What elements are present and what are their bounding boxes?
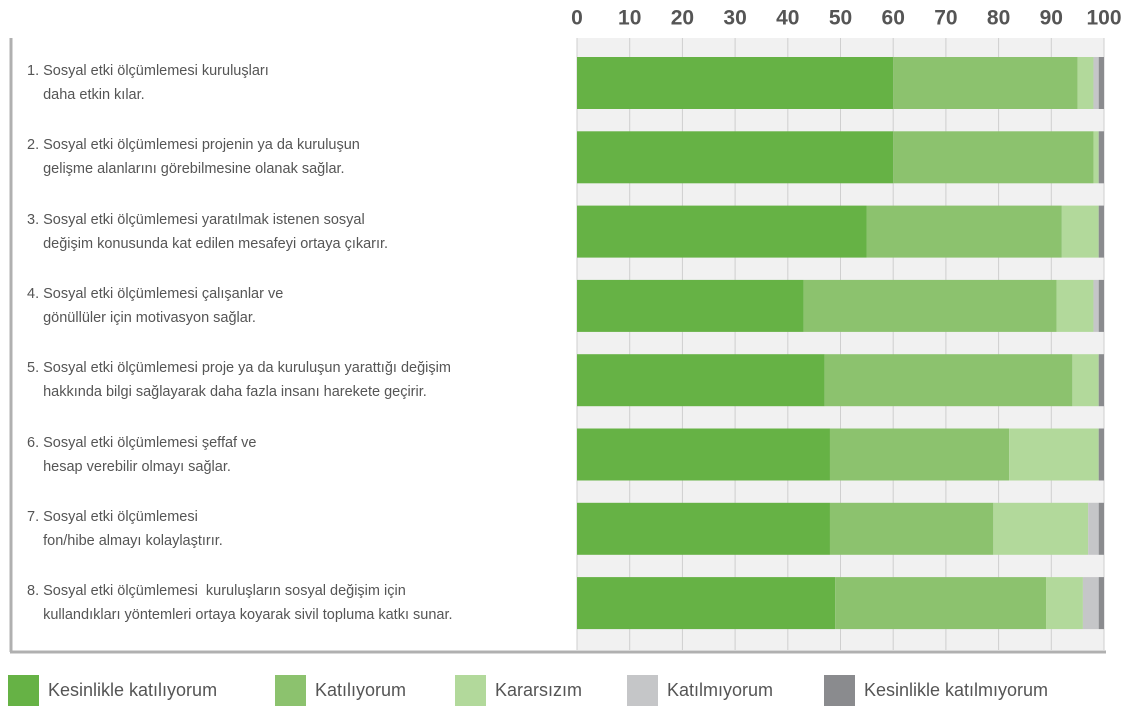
category-label: 5. Sosyal etki ölçümlemesi proje ya da k… xyxy=(27,360,451,401)
x-tick-label: 60 xyxy=(882,7,905,30)
legend-swatch xyxy=(824,675,855,706)
category-label: 2. Sosyal etki ölçümlemesi projenin ya d… xyxy=(27,137,360,178)
x-tick-label: 0 xyxy=(571,7,583,30)
category-label: 3. Sosyal etki ölçümlemesi yaratılmak is… xyxy=(27,211,389,252)
bar-segment xyxy=(1098,428,1104,481)
bar-segment xyxy=(1098,354,1104,407)
x-tick-label: 90 xyxy=(1040,7,1063,30)
bar-segment xyxy=(1098,131,1104,184)
bar-segment xyxy=(577,57,894,109)
bar-segment xyxy=(577,428,830,481)
bar-segment xyxy=(824,354,1073,407)
bar-segment xyxy=(1046,577,1083,630)
legend-label: Kesinlikle katılıyorum xyxy=(48,680,217,700)
bar-segment xyxy=(829,502,994,555)
x-tick-label: 20 xyxy=(671,7,694,30)
legend-swatch xyxy=(275,675,306,706)
category-label: 7. Sosyal etki ölçümlemesi fon/hibe alma… xyxy=(27,508,223,549)
bar-segment xyxy=(835,577,1047,630)
bar-segment xyxy=(1098,205,1104,258)
x-tick-label: 10 xyxy=(618,7,641,30)
bar-segment xyxy=(1077,57,1094,109)
bar-segment xyxy=(577,205,867,258)
category-label: 4. Sosyal etki ölçümlemesi çalışanlar ve… xyxy=(27,285,284,326)
bar-segment xyxy=(577,577,836,630)
legend-label: Katılıyorum xyxy=(315,680,406,700)
bar-segment xyxy=(1098,577,1104,630)
bar-segment xyxy=(893,57,1078,109)
bar-segment xyxy=(993,502,1089,555)
legend-label: Kesinlikle katılmıyorum xyxy=(864,680,1048,700)
bar-segment xyxy=(1093,279,1099,332)
x-tick-label: 30 xyxy=(723,7,746,30)
x-tick-label: 100 xyxy=(1086,7,1121,30)
bar-segment xyxy=(829,428,1010,481)
bar-segment xyxy=(1009,428,1099,481)
bar-segment xyxy=(1061,205,1099,258)
bar-segment xyxy=(1093,131,1099,184)
bar-segment xyxy=(1088,502,1099,555)
bar-segment xyxy=(1098,57,1104,109)
bar-segment xyxy=(577,354,825,407)
bar-segment xyxy=(1093,57,1099,109)
legend-swatch xyxy=(8,675,39,706)
legend-label: Kararsızım xyxy=(495,680,582,700)
x-tick-label: 70 xyxy=(934,7,957,30)
x-tick-label: 50 xyxy=(829,7,852,30)
category-label: 1. Sosyal etki ölçümlemesi kuruluşları d… xyxy=(27,63,269,103)
category-label: 6. Sosyal etki ölçümlemesi şeffaf ve hes… xyxy=(27,434,257,475)
bar-segment xyxy=(1072,354,1099,407)
x-tick-label: 80 xyxy=(987,7,1010,30)
legend-label: Katılmıyorum xyxy=(667,680,773,700)
bar-segment xyxy=(1082,577,1099,630)
legend-swatch xyxy=(455,675,486,706)
bar-segment xyxy=(1056,279,1094,332)
bar-segment xyxy=(893,131,1094,184)
x-tick-label: 40 xyxy=(776,7,799,30)
category-label: 8. Sosyal etki ölçümlemesi kuruluşların … xyxy=(27,583,453,624)
bar-segment xyxy=(577,502,830,555)
bar-segment xyxy=(1098,279,1104,332)
bar-segment xyxy=(1098,502,1104,555)
bar-segment xyxy=(577,131,894,184)
legend-swatch xyxy=(627,675,658,706)
bar-segment xyxy=(866,205,1062,258)
bar-segment xyxy=(577,279,804,332)
bar-segment xyxy=(803,279,1057,332)
